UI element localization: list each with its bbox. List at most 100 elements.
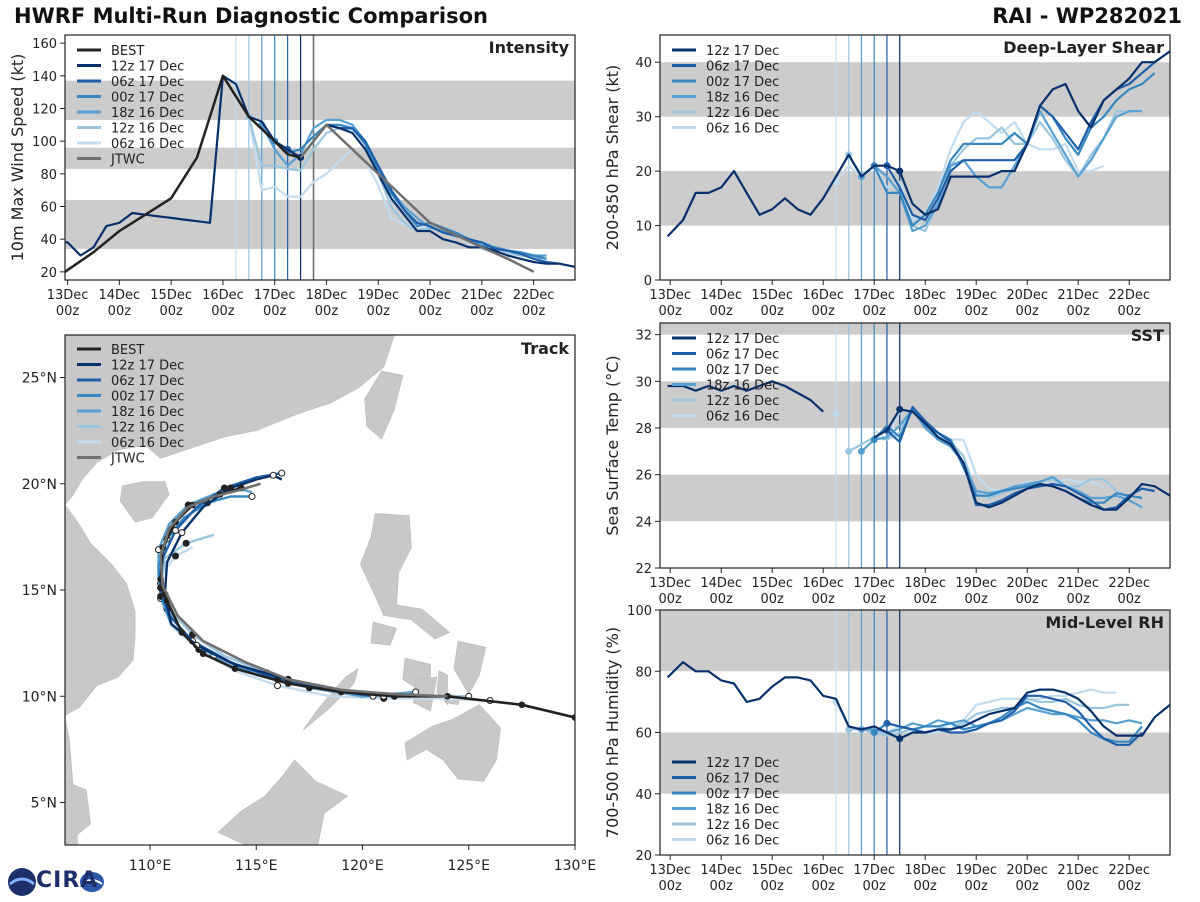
intensity-legend-label: 06z 17 Dec xyxy=(111,75,184,90)
intensity-xtick-label: 20Dec xyxy=(409,288,451,303)
shear-xtick-label: 00z xyxy=(761,304,785,319)
sst-xtick-label: 21Dec xyxy=(1057,576,1099,591)
intensity-band xyxy=(65,199,575,249)
track-panel: 110°E 115°E 120°E 125°E 130°E 5°N 10°N 15°N 20°N… xyxy=(22,334,597,874)
track-legend-label: 06z 16 Dec xyxy=(111,436,184,451)
intensity-ytick-label: 140 xyxy=(32,70,57,85)
rh-ytick-label: 20 xyxy=(635,849,652,864)
rh-init-marker xyxy=(870,729,878,736)
sst-plot-area xyxy=(660,323,1170,568)
hainan-island xyxy=(119,481,170,523)
rh-ytick-label: 40 xyxy=(635,788,652,803)
sst-ytick-label: 24 xyxy=(635,515,652,530)
intensity-ytick-label: 120 xyxy=(32,103,57,118)
shear-panel: 01020304013Dec00z14Dec00z15Dec00z16Dec00… xyxy=(603,34,1171,319)
intensity-legend-label: 18z 16 Dec xyxy=(111,106,184,121)
sst-xtick-label: 00z xyxy=(1016,592,1040,607)
china-coast xyxy=(65,335,395,506)
track-point xyxy=(274,682,281,690)
sst-panel: 22242628303213Dec00z14Dec00z15Dec00z16De… xyxy=(603,322,1171,607)
track-legend-label: BEST xyxy=(111,343,144,358)
track-point xyxy=(278,469,286,477)
track-best-point xyxy=(231,665,239,672)
sst-init-marker xyxy=(896,405,904,413)
sst-xtick-label: 00z xyxy=(710,592,734,607)
intensity-ytick-label: 80 xyxy=(40,168,57,183)
shear-xtick-label: 21Dec xyxy=(1057,288,1099,303)
sst-xtick-label: 00z xyxy=(965,592,989,607)
intensity-xtick-label: 15Dec xyxy=(150,288,192,303)
intensity-xtick-label: 18Dec xyxy=(306,288,348,303)
intensity-title: Intensity xyxy=(489,38,570,57)
shear-ylabel: 200-850 hPa Shear (kt) xyxy=(603,65,622,251)
sst-xtick-label: 00z xyxy=(659,592,683,607)
intensity-xtick-label: 00z xyxy=(263,304,287,319)
intensity-xtick-label: 13Dec xyxy=(47,288,89,303)
sst-band xyxy=(660,323,1170,335)
track-lon-label: 125°E xyxy=(447,858,490,874)
shear-xtick-label: 17Dec xyxy=(853,288,895,303)
luzon-island xyxy=(360,513,451,640)
track-lat-label: 15°N xyxy=(22,583,57,599)
sst-init-marker xyxy=(832,410,840,418)
intensity-ytick-label: 100 xyxy=(32,135,57,150)
rh-panel: 2040608010013Dec00z14Dec00z15Dec00z16Dec… xyxy=(603,604,1171,894)
shear-xtick-label: 22Dec xyxy=(1108,288,1150,303)
sst-frame xyxy=(659,322,1171,569)
intensity-legend-label: JTWC xyxy=(110,153,145,168)
rh-ytick-label: 80 xyxy=(635,665,652,680)
sst-xtick-label: 00z xyxy=(914,592,938,607)
rh-series-line xyxy=(666,661,1170,740)
mindoro-island xyxy=(370,621,397,646)
track-legend-label: 00z 17 Dec xyxy=(111,390,184,405)
shear-series-line xyxy=(835,110,1105,222)
track-lon-label: 130°E xyxy=(554,858,597,874)
sst-ylabel: Sea Surface Temp (°C) xyxy=(603,355,622,535)
vietnam-coast xyxy=(65,504,136,716)
sst-xtick-label: 00z xyxy=(1067,592,1091,607)
rh-xtick-label: 00z xyxy=(965,879,989,894)
shear-band xyxy=(660,62,1170,117)
track-lon-label: 115°E xyxy=(235,858,278,874)
sst-ytick-label: 30 xyxy=(635,375,652,390)
rh-xtick-label: 18Dec xyxy=(904,863,946,878)
sst-legend-label: 06z 17 Dec xyxy=(706,348,779,363)
intensity-legend-label: 06z 16 Dec xyxy=(111,137,184,152)
sst-xtick-label: 18Dec xyxy=(904,576,946,591)
sst-legend-label: 00z 17 Dec xyxy=(706,363,779,378)
shear-xtick-label: 00z xyxy=(1016,304,1040,319)
rh-init-marker xyxy=(896,735,904,743)
intensity-xtick-label: 14Dec xyxy=(99,288,141,303)
rh-legend-label: 00z 17 Dec xyxy=(706,787,779,802)
intensity-xtick-label: 00z xyxy=(56,304,80,319)
rh-ytick-label: 100 xyxy=(627,604,652,619)
intensity-legend-label: 12z 16 Dec xyxy=(111,122,184,137)
intensity-panel: 2040608010012014016013Dec00z14Dec00z15De… xyxy=(8,34,576,319)
cira-logo-graphic xyxy=(8,868,104,896)
shear-xtick-label: 00z xyxy=(812,304,836,319)
shear-xtick-label: 18Dec xyxy=(904,288,946,303)
intensity-xtick-label: 00z xyxy=(470,304,494,319)
rh-init-marker xyxy=(883,719,891,727)
sst-init-marker xyxy=(870,436,878,444)
shear-xtick-label: 00z xyxy=(863,304,887,319)
intensity-jtwc-track-line xyxy=(299,123,535,273)
intensity-legend-label: BEST xyxy=(111,44,144,59)
track-best-point xyxy=(518,701,526,709)
sst-xtick-label: 22Dec xyxy=(1108,576,1150,591)
intensity-legend-label: 00z 17 Dec xyxy=(111,91,184,106)
borneo-island xyxy=(217,759,349,845)
rh-plot-area xyxy=(660,610,1170,855)
sst-xtick-label: 14Dec xyxy=(700,576,742,591)
shear-title: Deep-Layer Shear xyxy=(1003,38,1164,57)
track-point xyxy=(178,529,186,537)
shear-xtick-label: 14Dec xyxy=(700,288,742,303)
sst-xtick-label: 16Dec xyxy=(802,576,844,591)
shear-xtick-label: 15Dec xyxy=(751,288,793,303)
track-best-point xyxy=(199,650,207,658)
track-legend-label: 12z 17 Dec xyxy=(111,359,184,374)
intensity-ytick-label: 60 xyxy=(40,201,57,216)
shear-legend-label: 06z 17 Dec xyxy=(706,60,779,75)
intensity-ytick-label: 20 xyxy=(40,266,57,281)
